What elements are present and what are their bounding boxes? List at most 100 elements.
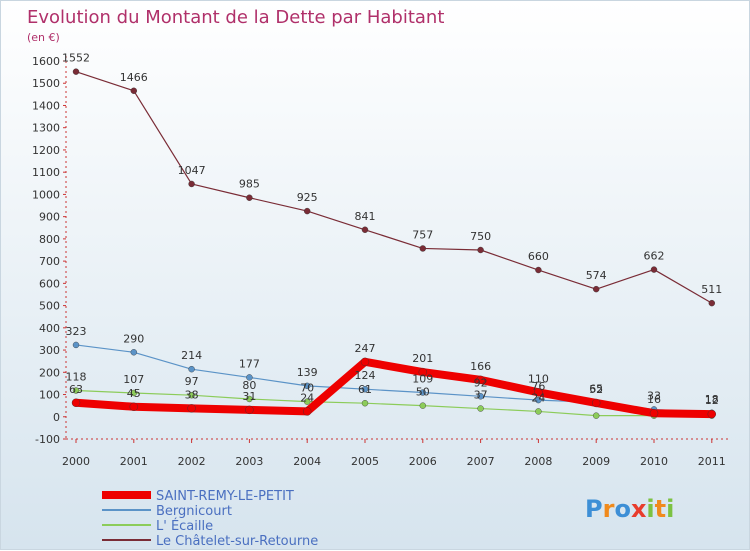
series-point xyxy=(130,389,138,397)
y-tick-label: 700 xyxy=(39,255,60,268)
y-tick-label: 1300 xyxy=(32,122,60,135)
data-label: 750 xyxy=(470,230,491,243)
data-labels-layer: 1552 1466 1047 985 925 841 757 750 660 574 662 511 3… xyxy=(62,52,722,407)
data-label: 201 xyxy=(412,352,433,365)
y-tick-label: 1500 xyxy=(32,77,60,90)
series-point xyxy=(708,299,715,307)
data-label: 24 xyxy=(300,391,314,404)
data-label: 80 xyxy=(242,379,256,392)
series-point xyxy=(245,405,254,415)
series-line xyxy=(72,357,716,419)
data-label: 45 xyxy=(127,387,141,400)
series-point xyxy=(71,398,81,407)
series-point xyxy=(246,395,253,403)
data-label: 31 xyxy=(242,390,256,403)
data-label: 52 xyxy=(589,383,603,396)
series-point xyxy=(188,391,195,399)
y-tick-label: 900 xyxy=(39,211,60,224)
series-point xyxy=(246,374,253,381)
data-label: 139 xyxy=(297,366,318,379)
y-tick-label: 400 xyxy=(39,322,60,335)
data-label: 37 xyxy=(474,389,488,402)
legend-label: L' Écaille xyxy=(156,518,213,534)
data-label: 24 xyxy=(531,391,545,404)
legend-label: Le Châtelet-sur-Retourne xyxy=(156,534,318,549)
data-label: 61 xyxy=(358,383,372,396)
series-point xyxy=(650,266,658,273)
x-tick-label: 2003 xyxy=(235,455,263,468)
data-label: 757 xyxy=(412,228,433,241)
data-label: 841 xyxy=(355,210,376,223)
x-tick-label: 2006 xyxy=(409,455,437,468)
y-tick-label: 1400 xyxy=(32,99,60,112)
series-point xyxy=(477,393,484,400)
x-tick-label: 2002 xyxy=(178,455,206,468)
x-tick-label: 2005 xyxy=(351,455,379,468)
x-tick-label: 2010 xyxy=(640,455,668,468)
series-point xyxy=(419,389,426,396)
series-line xyxy=(75,389,713,417)
proxiti-logo: Proxiti xyxy=(585,495,674,523)
series-point xyxy=(72,341,80,349)
x-tick-label: 2009 xyxy=(582,455,610,468)
data-label: 124 xyxy=(355,369,376,382)
chart-subtitle: (en €) xyxy=(27,31,60,44)
series-point xyxy=(130,87,138,94)
x-tick-label: 2011 xyxy=(698,455,726,468)
data-label: 12 xyxy=(705,394,719,407)
series-point xyxy=(535,408,542,415)
series-point xyxy=(535,396,542,404)
data-label: 110 xyxy=(528,372,549,385)
series-point xyxy=(361,400,369,407)
series-point xyxy=(246,194,253,201)
data-label: 38 xyxy=(185,388,199,401)
data-label: 925 xyxy=(297,191,318,204)
series-point xyxy=(72,387,80,394)
series-point xyxy=(360,357,370,367)
series-point xyxy=(418,367,427,377)
series-point xyxy=(361,226,369,233)
y-tick-label: 1000 xyxy=(32,188,60,201)
data-label: 18 xyxy=(705,393,719,406)
series-point xyxy=(534,388,543,397)
series-point xyxy=(592,398,601,408)
data-label: 247 xyxy=(355,342,376,355)
y-tick-label: -100 xyxy=(35,433,60,446)
y-tick-label: 1100 xyxy=(32,166,60,179)
data-label: 76 xyxy=(531,380,545,393)
data-label: 50 xyxy=(416,386,430,399)
data-label: 166 xyxy=(470,360,491,373)
series-point xyxy=(129,402,139,411)
data-label: 660 xyxy=(528,250,549,263)
data-label: 16 xyxy=(647,393,661,406)
series-point xyxy=(72,68,80,75)
series-layer xyxy=(71,68,716,419)
x-tick-label: 2001 xyxy=(120,455,148,468)
series-point xyxy=(188,365,195,373)
y-tick-label: 100 xyxy=(39,389,60,402)
y-tick-label: 0 xyxy=(53,411,60,424)
data-label: 118 xyxy=(66,371,87,384)
legend-label: SAINT-REMY-LE-PETIT xyxy=(156,489,294,504)
series-point xyxy=(304,382,311,390)
data-label: 63 xyxy=(69,383,83,396)
data-label: 97 xyxy=(185,375,199,388)
series-point xyxy=(361,385,369,393)
series-point xyxy=(477,405,484,412)
data-label: 323 xyxy=(66,325,87,338)
data-label: 109 xyxy=(412,373,433,386)
series-point xyxy=(477,246,484,254)
x-tick-label: 2008 xyxy=(524,455,552,468)
data-label: 92 xyxy=(474,376,488,389)
chart-title: Evolution du Montant de la Dette par Hab… xyxy=(27,7,444,28)
series-point xyxy=(187,404,196,413)
data-label: 70 xyxy=(300,382,314,395)
x-tick-label: 2000 xyxy=(62,455,90,468)
y-tick-label: 500 xyxy=(39,300,60,313)
y-tick-label: 300 xyxy=(39,344,60,357)
y-tick-label: 800 xyxy=(39,233,60,246)
series-point xyxy=(303,407,312,416)
x-tick-label: 2007 xyxy=(467,455,495,468)
